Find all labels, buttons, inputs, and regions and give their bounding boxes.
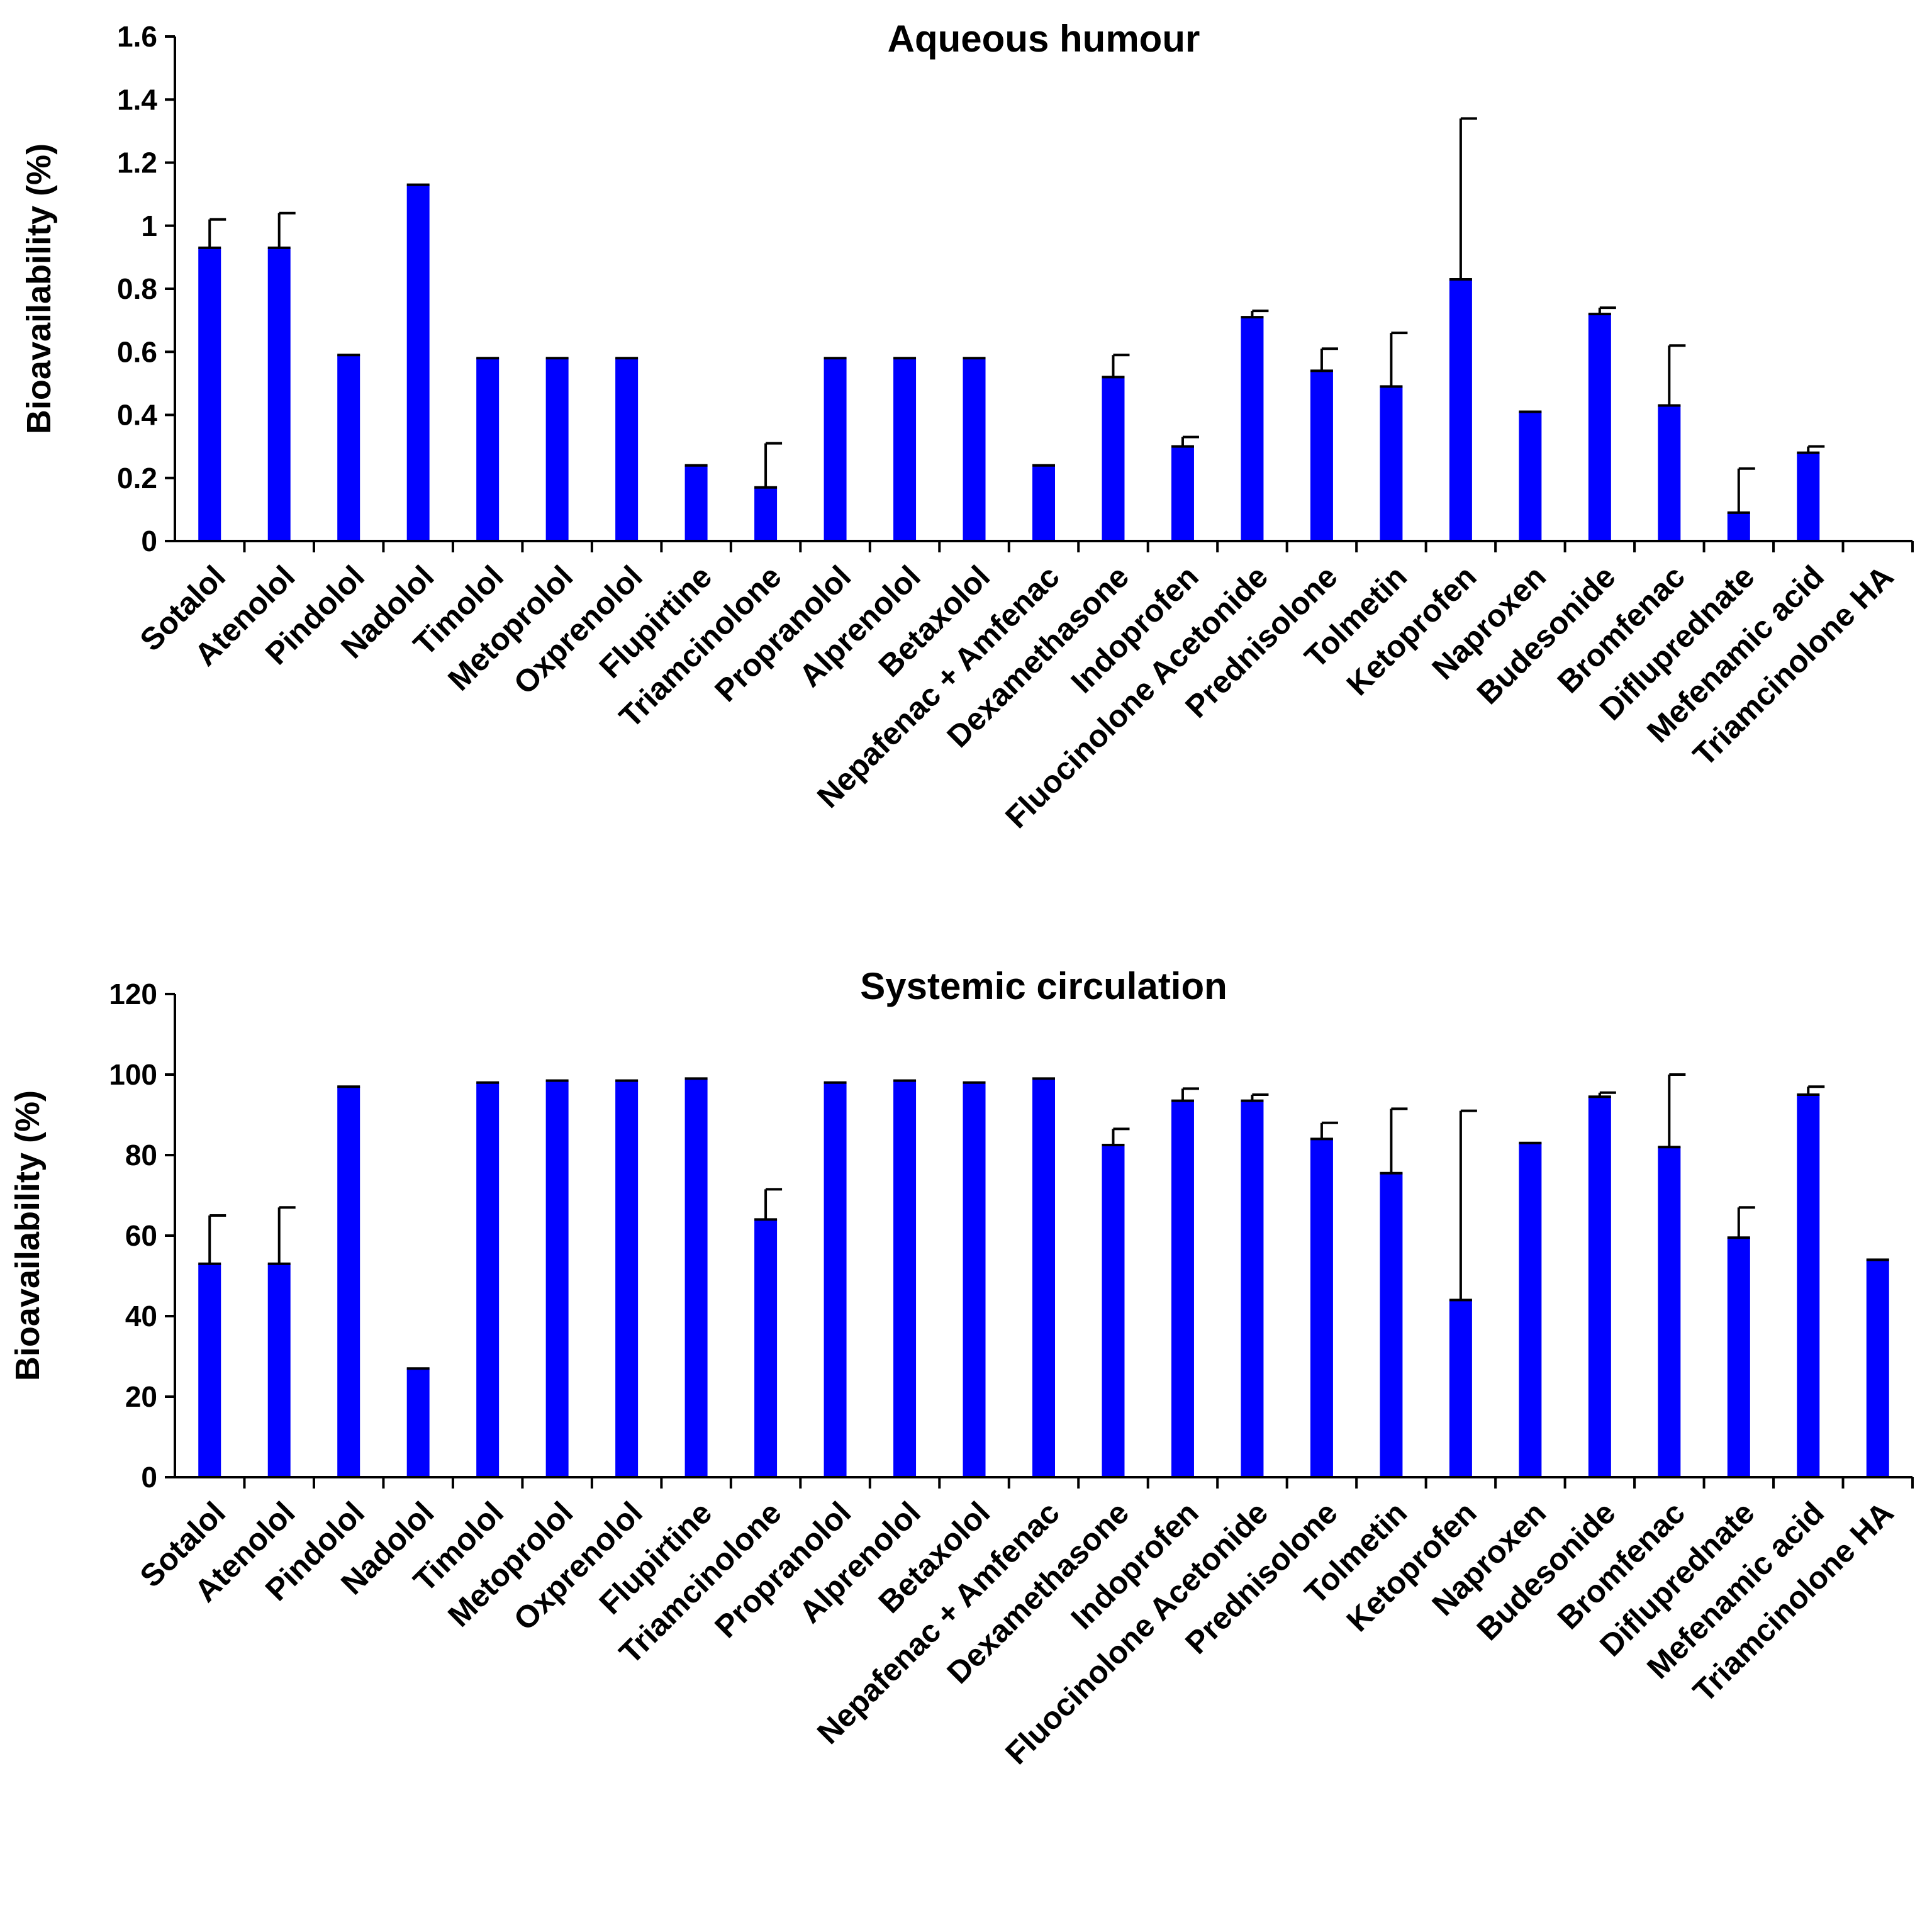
bar-flupirtine xyxy=(684,465,708,541)
y-tick-label: 40 xyxy=(125,1300,157,1332)
y-tick-label: 100 xyxy=(109,1058,157,1091)
bar-oxprenolol xyxy=(615,1080,639,1477)
y-tick-label: 60 xyxy=(125,1219,157,1252)
bar-sotalol xyxy=(198,247,221,541)
bar-indoprofen xyxy=(1171,1100,1194,1477)
bar-bromfenac xyxy=(1658,1147,1681,1477)
bar-prednisolone xyxy=(1310,371,1333,541)
bar-nadolol xyxy=(406,1368,430,1477)
bar-naproxen xyxy=(1519,1142,1542,1477)
chart-title: Systemic circulation xyxy=(860,965,1227,1007)
bar-nepafenac-amfenac xyxy=(1032,1078,1055,1477)
y-tick-label: 0.6 xyxy=(117,335,157,368)
y-tick-label: 0.2 xyxy=(117,462,157,494)
bar-triamcinolone xyxy=(754,487,778,541)
bar-metoprolol xyxy=(545,358,569,541)
bar-difluprednate xyxy=(1727,512,1750,541)
bar-sotalol xyxy=(198,1263,221,1477)
bar-mefenamic-acid xyxy=(1797,1095,1820,1477)
bar-bromfenac xyxy=(1658,405,1681,541)
chart-systemic-circulation: Bioavailability (%) Systemic circulation 0… xyxy=(9,965,1914,1771)
y-tick-label: 0.4 xyxy=(117,399,157,432)
y-tick-label: 1.4 xyxy=(117,83,157,116)
y-tick-label: 1.2 xyxy=(117,147,157,179)
bar-pindolol xyxy=(337,1087,360,1477)
bar-prednisolone xyxy=(1310,1139,1333,1477)
bar-propranolol xyxy=(824,358,847,541)
y-tick-label: 1 xyxy=(141,209,157,242)
bar-betaxolol xyxy=(963,358,986,541)
bar-mefenamic-acid xyxy=(1797,452,1820,541)
bar-triamcinolone xyxy=(754,1219,778,1477)
y-tick-label: 20 xyxy=(125,1380,157,1413)
bar-difluprednate xyxy=(1727,1237,1750,1477)
y-tick-label: 80 xyxy=(125,1139,157,1171)
y-tick-label: 0 xyxy=(141,525,157,557)
y-tick-label: 0 xyxy=(141,1461,157,1494)
bar-nepafenac-amfenac xyxy=(1032,465,1055,541)
bar-atenolol xyxy=(267,247,291,541)
bar-propranolol xyxy=(824,1082,847,1477)
y-tick-label: 0.8 xyxy=(117,272,157,305)
bar-flupirtine xyxy=(684,1078,708,1477)
bar-dexamethasone xyxy=(1102,377,1125,541)
chart-aqueous-humour: Bioavailability (%) Aqueous humour 0 0.2 0.4… xyxy=(20,18,1914,835)
bar-dexamethasone xyxy=(1102,1145,1125,1477)
y-axis-title: Bioavailability (%) xyxy=(20,143,58,434)
y-axis-title: Bioavailability (%) xyxy=(9,1090,47,1381)
bar-fluocinolone-acetonide xyxy=(1241,317,1264,541)
bar-timolol xyxy=(476,1082,500,1477)
bar-alprenolol xyxy=(893,1080,917,1477)
bar-tolmetin xyxy=(1380,386,1403,541)
bar-indoprofen xyxy=(1171,446,1194,541)
bar-nadolol xyxy=(406,184,430,541)
bar-naproxen xyxy=(1519,411,1542,541)
y-tick-label: 1.6 xyxy=(117,20,157,53)
bar-alprenolol xyxy=(893,358,917,541)
bar-metoprolol xyxy=(545,1080,569,1477)
bar-betaxolol xyxy=(963,1082,986,1477)
bar-triamcinolone-ha xyxy=(1866,1260,1889,1477)
bar-budesonide xyxy=(1588,314,1611,541)
bar-budesonide xyxy=(1588,1097,1611,1477)
bar-oxprenolol xyxy=(615,358,639,541)
chart-title: Aqueous humour xyxy=(888,18,1200,60)
bar-atenolol xyxy=(267,1263,291,1477)
bar-timolol xyxy=(476,358,500,541)
bar-ketoprofen xyxy=(1449,279,1472,541)
bar-tolmetin xyxy=(1380,1173,1403,1477)
bar-fluocinolone-acetonide xyxy=(1241,1100,1264,1477)
bar-ketoprofen xyxy=(1449,1300,1472,1477)
bar-pindolol xyxy=(337,355,360,541)
y-tick-label: 120 xyxy=(109,978,157,1010)
